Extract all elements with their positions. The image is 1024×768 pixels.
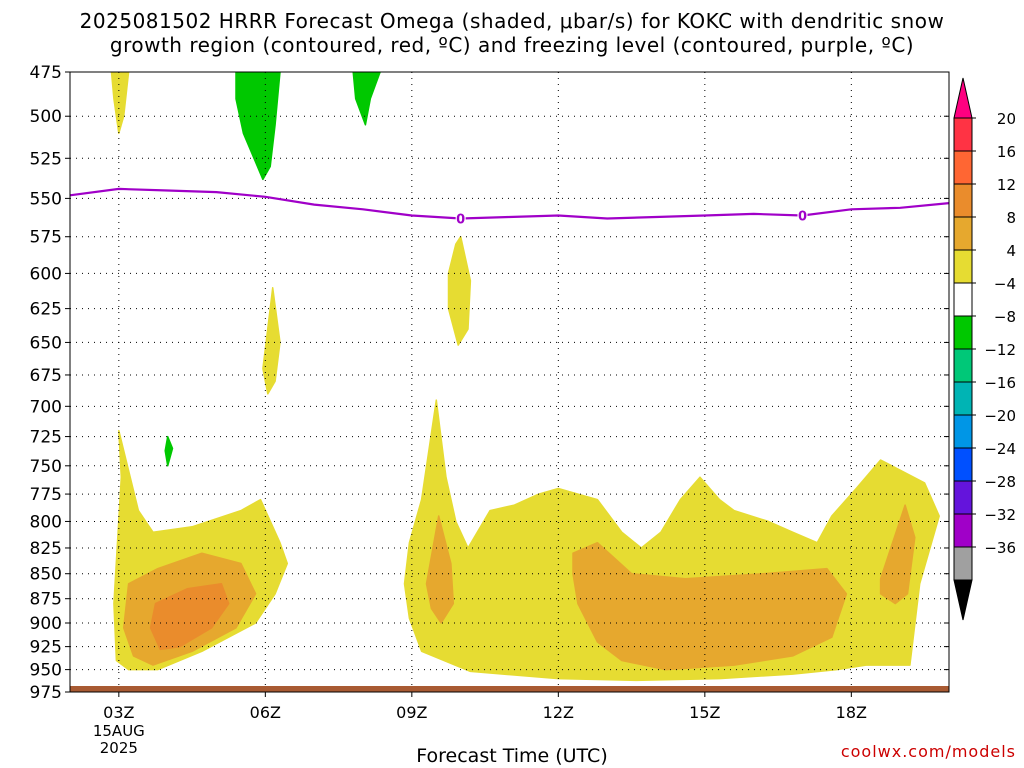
freezing-label-bg-2: [797, 208, 808, 222]
colorbar-label-2: 16: [997, 143, 1016, 161]
colorbar-swatch-10: [953, 414, 973, 449]
ytick-label-750: 750: [30, 457, 62, 477]
freezing-level-line: [69, 187, 950, 220]
plot-frame: [69, 71, 950, 693]
ytick-label-475: 475: [30, 63, 62, 83]
omega-region-11: [235, 72, 281, 181]
ytick-label-900: 900: [30, 614, 62, 634]
colorbar-arrow-bottom: [953, 579, 973, 621]
colorbar-swatch-14: [953, 546, 973, 581]
xtick-label-03Z: 03Z: [103, 703, 134, 722]
colorbar-swatch-8: [953, 348, 973, 383]
xtick-label-15Z: 15Z: [689, 703, 720, 722]
colorbar-label-4: 8: [1006, 209, 1016, 227]
ytick-label-650: 650: [30, 333, 62, 353]
colorbar-swatch-2: [953, 150, 973, 185]
site-credit: coolwx.com/models: [840, 742, 1016, 761]
ytick-label-775: 775: [30, 485, 62, 505]
ytick-label-500: 500: [30, 107, 62, 127]
ytick-label-725: 725: [30, 428, 62, 448]
omega-region-9: [447, 235, 472, 346]
colorbar-swatch-3: [953, 183, 973, 218]
ytick-label-675: 675: [30, 366, 62, 386]
colorbar-label-1: 20: [997, 110, 1016, 128]
colorbar-label-14: −36: [984, 539, 1016, 557]
colorbar-label-7: −8: [994, 308, 1016, 326]
ytick-label-975: 975: [30, 683, 62, 703]
xtick-sublabel-1: 15AUG: [93, 722, 145, 740]
chart-title-line-2: growth region (contoured, red, ºC) and f…: [109, 33, 915, 57]
ytick-label-825: 825: [30, 539, 62, 559]
colorbar-swatch-5: [953, 249, 973, 284]
ytick-label-800: 800: [30, 512, 62, 532]
colorbar-swatch-6: [953, 282, 973, 317]
ytick-label-925: 925: [30, 638, 62, 658]
omega-region-8: [262, 286, 281, 395]
xtick-label-12Z: 12Z: [543, 703, 574, 722]
colorbar-swatch-4: [953, 216, 973, 251]
ytick-label-600: 600: [30, 264, 62, 284]
ytick-label-950: 950: [30, 661, 62, 681]
colorbar-swatch-13: [953, 513, 973, 548]
ytick-label-700: 700: [30, 397, 62, 417]
ground-strip: [70, 686, 949, 692]
omega-shading: [110, 72, 940, 682]
xtick-label-06Z: 06Z: [250, 703, 281, 722]
freezing-label-bg-1: [455, 211, 466, 225]
colorbar-swatch-7: [953, 315, 973, 350]
colorbar-label-6: −4: [994, 275, 1016, 293]
ytick-label-850: 850: [30, 565, 62, 585]
ytick-label-625: 625: [30, 300, 62, 320]
ytick-label-875: 875: [30, 590, 62, 610]
colorbar-label-9: −16: [984, 374, 1016, 392]
colorbar-label-5: 4: [1006, 242, 1016, 260]
colorbar-swatch-12: [953, 480, 973, 515]
x-axis-title: Forecast Time (UTC): [416, 745, 608, 767]
chart-title-line-1: 2025081502 HRRR Forecast Omega (shaded, …: [79, 9, 945, 33]
freezing-level-label-2: 0: [798, 209, 807, 224]
xtick-sublabel-2: 2025: [100, 739, 138, 757]
colorbar-label-12: −28: [984, 473, 1016, 491]
ytick-label-575: 575: [30, 228, 62, 248]
omega-region-13: [164, 435, 174, 467]
colorbar-label-3: 12: [997, 176, 1016, 194]
colorbar-label-10: −20: [984, 407, 1016, 425]
colorbar-arrow-top: [953, 77, 973, 119]
colorbar-swatch-1: [953, 117, 973, 152]
colorbar-label-13: −32: [984, 506, 1016, 524]
colorbar-label-8: −12: [984, 341, 1016, 359]
colorbar-swatch-9: [953, 381, 973, 416]
freezing-level-label-1: 0: [456, 213, 465, 228]
omega-region-7: [879, 504, 916, 605]
omega-region-10: [110, 72, 130, 135]
omega-region-6: [572, 541, 848, 671]
colorbar-swatch-11: [953, 447, 973, 482]
omega-region-12: [352, 72, 381, 126]
ytick-label-525: 525: [30, 149, 62, 169]
omega-region-5: [425, 515, 455, 624]
xtick-label-09Z: 09Z: [396, 703, 427, 722]
xtick-label-18Z: 18Z: [836, 703, 867, 722]
colorbar-label-11: −24: [984, 440, 1016, 458]
ytick-label-550: 550: [30, 189, 62, 209]
